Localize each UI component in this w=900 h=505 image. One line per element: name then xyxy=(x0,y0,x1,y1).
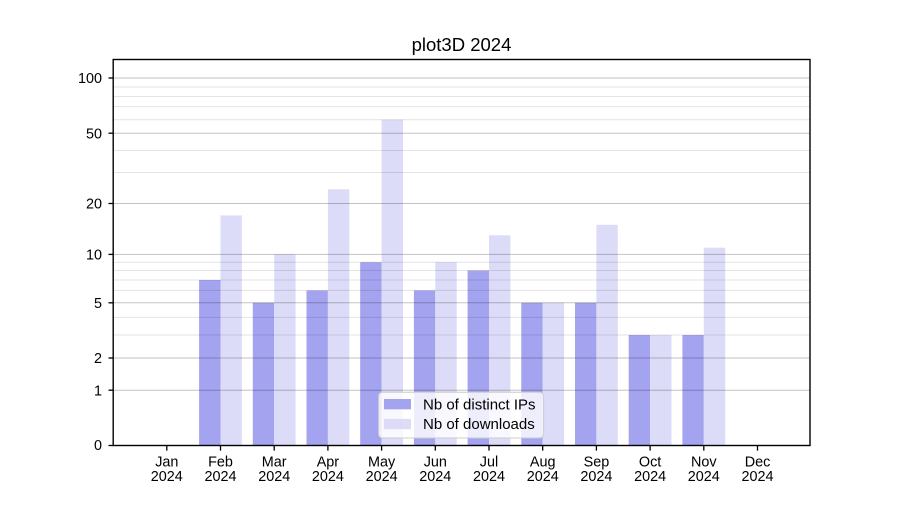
svg-text:2024: 2024 xyxy=(580,469,612,485)
svg-text:Feb: Feb xyxy=(208,454,233,470)
svg-text:2024: 2024 xyxy=(151,469,183,485)
svg-text:2024: 2024 xyxy=(419,469,451,485)
svg-text:Oct: Oct xyxy=(639,454,661,470)
svg-text:Apr: Apr xyxy=(317,454,340,470)
svg-text:2024: 2024 xyxy=(688,469,720,485)
svg-text:Jan: Jan xyxy=(155,454,178,470)
svg-text:2024: 2024 xyxy=(527,469,559,485)
svg-text:20: 20 xyxy=(86,197,102,213)
svg-text:2024: 2024 xyxy=(258,469,290,485)
svg-text:Dec: Dec xyxy=(745,454,771,470)
svg-text:2: 2 xyxy=(94,351,102,367)
svg-text:Jul: Jul xyxy=(480,454,498,470)
svg-text:Aug: Aug xyxy=(530,454,556,470)
svg-text:Mar: Mar xyxy=(262,454,287,470)
svg-text:100: 100 xyxy=(78,71,102,87)
svg-text:1: 1 xyxy=(94,383,102,399)
svg-text:2024: 2024 xyxy=(741,469,773,485)
svg-text:May: May xyxy=(368,454,396,470)
svg-text:2024: 2024 xyxy=(473,469,505,485)
svg-text:2024: 2024 xyxy=(312,469,344,485)
svg-text:0: 0 xyxy=(94,438,102,454)
svg-text:Jun: Jun xyxy=(424,454,447,470)
svg-text:2024: 2024 xyxy=(366,469,398,485)
svg-text:Nb of distinct IPs: Nb of distinct IPs xyxy=(423,397,536,414)
svg-text:50: 50 xyxy=(86,126,102,142)
svg-text:Nov: Nov xyxy=(691,454,717,470)
svg-text:2024: 2024 xyxy=(204,469,236,485)
svg-text:Sep: Sep xyxy=(584,454,610,470)
svg-text:10: 10 xyxy=(86,248,102,264)
svg-text:2024: 2024 xyxy=(634,469,666,485)
svg-text:5: 5 xyxy=(94,296,102,312)
svg-text:plot3D 2024: plot3D 2024 xyxy=(412,34,512,55)
svg-text:Nb of downloads: Nb of downloads xyxy=(423,416,535,433)
